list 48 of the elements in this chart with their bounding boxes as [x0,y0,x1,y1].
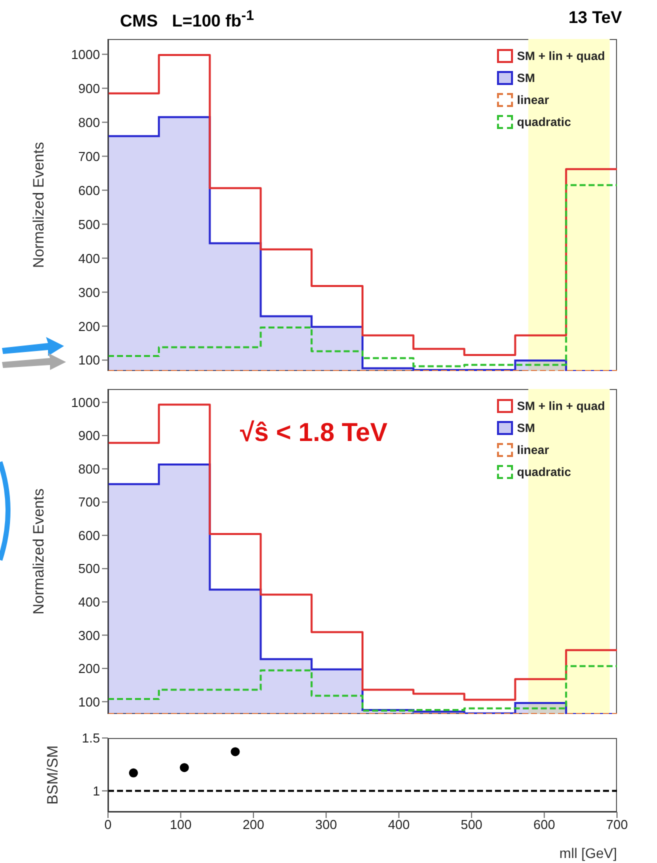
x-tick-label: 0 [104,817,112,832]
y-tick-label: 400 [78,250,100,266]
y-axis-title: BSM/SM [44,745,62,805]
y-tick-label: 800 [78,461,100,476]
x-tick-label: 500 [460,817,482,832]
legend-label: SM + lin + quad [516,49,605,63]
y-tick-label: 600 [78,182,100,198]
point [230,747,240,756]
legend-label: SM + lin + quad [516,399,605,413]
y-tick-label: 500 [78,216,100,232]
point [180,763,189,772]
y-tick-label: 800 [78,114,100,130]
y-tick-label: 900 [78,80,100,96]
x-axis-title: mll [GeV] [559,845,617,861]
x-tick-label: 600 [533,817,556,832]
x-tick-label: 200 [242,817,264,832]
y-tick-label: 900 [78,428,100,444]
y-tick-label: 100 [78,694,100,710]
x-tick-label: 300 [315,817,337,832]
y-tick-label: 300 [78,628,100,643]
y-tick-label: 100 [78,352,100,368]
y-tick-label: 300 [78,284,100,300]
y-tick-label: 1.5 [82,730,100,746]
y-tick-label: 700 [78,494,100,510]
y-axis-title: Normalized Events [30,142,48,268]
legend-label: linear [516,93,549,107]
y-tick-label: 400 [78,594,100,610]
y-tick-label: 1000 [71,46,100,62]
legend-label: linear [516,443,549,457]
y-tick-label: 500 [78,561,100,576]
y-tick-label: 1000 [71,394,100,410]
legend-label: quadratic [516,115,571,129]
x-tick-label: 100 [170,817,192,832]
point [128,768,138,778]
x-tick-label: 700 [606,817,628,832]
legend-label: SM [516,421,535,435]
annotation: √ŝ < 1.8 TeV [240,417,388,448]
y-tick-label: 600 [78,528,100,543]
legend-label: SM [516,71,535,85]
chart-title: CMS L=100 fb$^{-1}$ [120,8,254,32]
chart-subtitle: 13 TeV [568,8,622,28]
y-tick-label: 200 [78,661,100,676]
y-tick-label: 200 [78,318,100,334]
y-tick-label: 700 [78,148,100,164]
x-tick-label: 400 [388,817,410,832]
y-tick-label: 1 [92,783,100,798]
legend-label: quadratic [516,465,571,479]
y-axis-title: Normalized Events [30,488,48,614]
